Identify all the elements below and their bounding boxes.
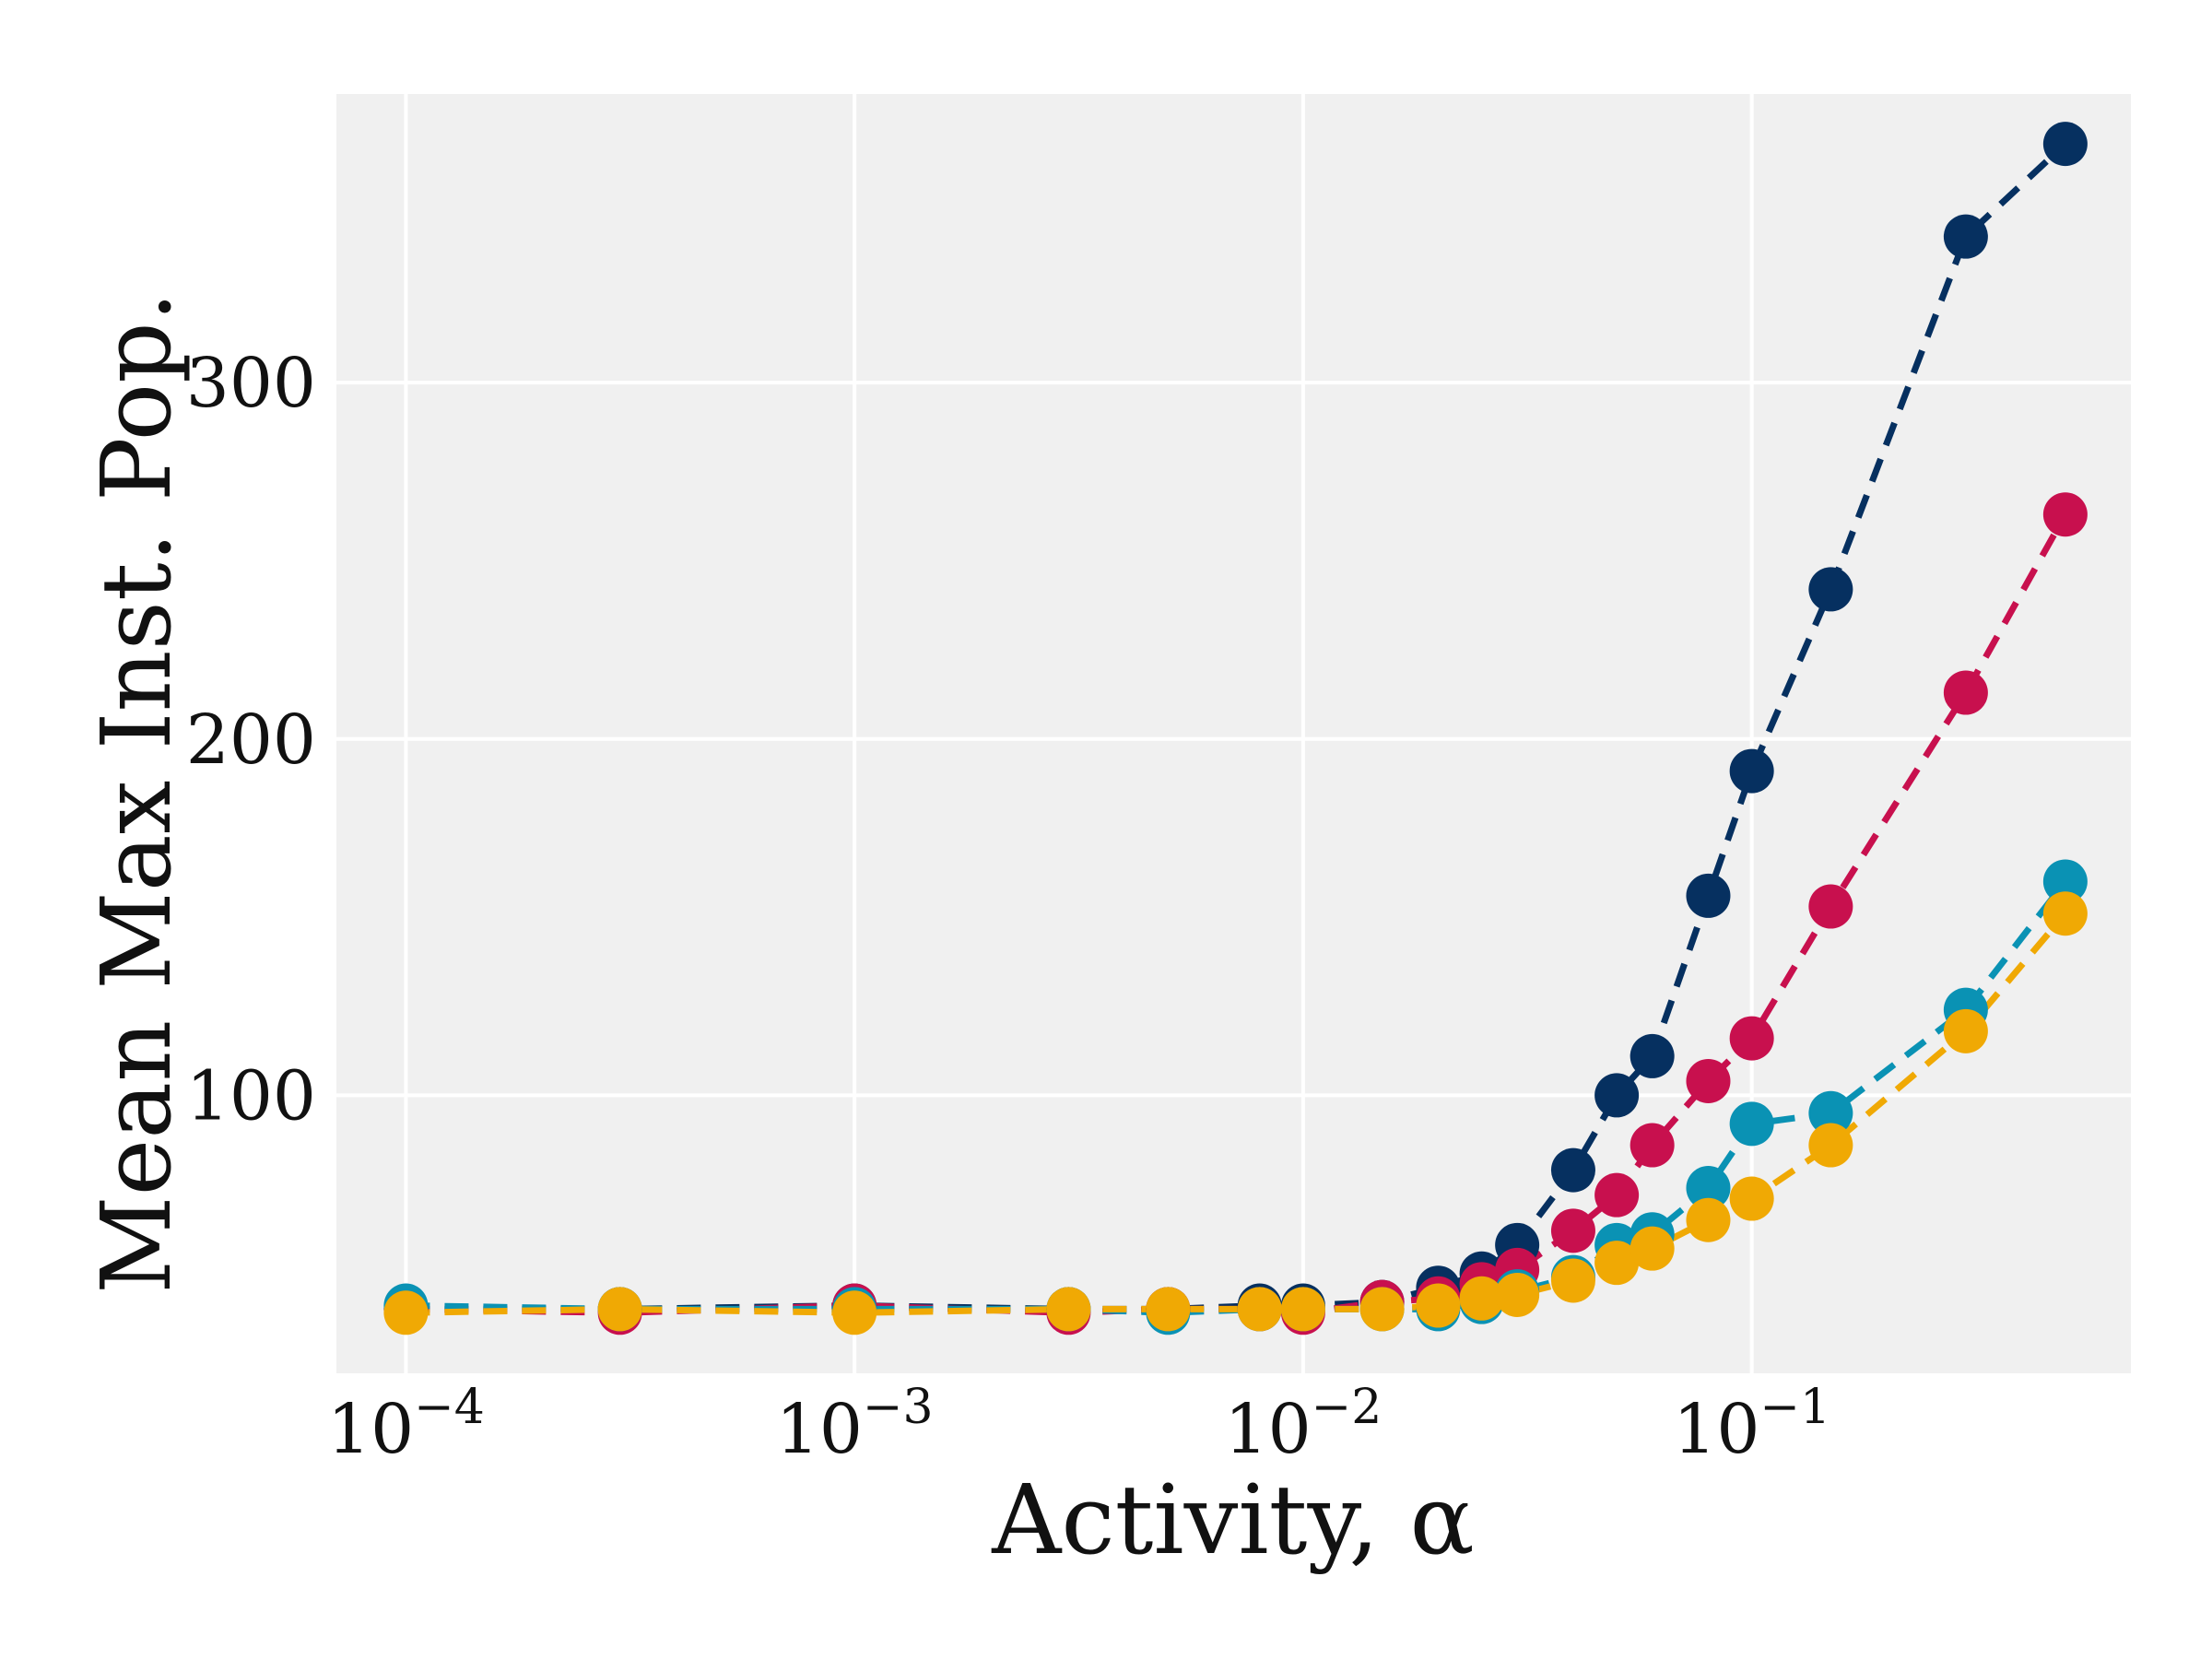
x-tick-label-1: 10−3 (776, 1380, 934, 1469)
grid (336, 94, 2131, 1373)
series-1-point-13 (1630, 1123, 1675, 1168)
series-2-point-18 (2042, 859, 2088, 904)
series-1-point-16 (1808, 884, 1853, 929)
markers (383, 122, 2088, 1335)
series-1-point-17 (1943, 670, 1988, 715)
y-tick-label-1: 200 (186, 700, 316, 780)
x-tick-exponent-2: −2 (1312, 1380, 1382, 1435)
series-0-point-13 (1630, 1033, 1675, 1078)
series-3-point-3 (1046, 1287, 1091, 1332)
x-tick-label-2: 10−2 (1224, 1380, 1382, 1469)
series-0-point-14 (1686, 873, 1731, 918)
series-1-point-18 (2042, 492, 2088, 537)
series-0-point-18 (2042, 122, 2088, 167)
series-3-point-0 (383, 1290, 429, 1335)
series-0-point-17 (1943, 214, 1988, 259)
y-axis-title: Mean Max Inst. Pop. (80, 291, 193, 1294)
series-2-point-15 (1729, 1101, 1774, 1147)
y-tick-label-0: 100 (186, 1056, 316, 1135)
series-3-point-17 (1943, 1008, 1988, 1053)
x-tick-label-3: 10−1 (1673, 1380, 1830, 1469)
x-tick-base-3: 10 (1673, 1390, 1759, 1469)
series-3-point-14 (1686, 1197, 1731, 1242)
series-0-point-16 (1808, 567, 1853, 612)
series-3-point-6 (1280, 1287, 1325, 1332)
series-3-point-8 (1416, 1283, 1461, 1328)
x-axis-title: Activity, α (991, 1464, 1475, 1576)
series-3-point-18 (2042, 891, 2088, 936)
series-0-point-12 (1594, 1073, 1640, 1118)
series-3-point-10 (1495, 1272, 1540, 1317)
x-tick-base-0: 10 (327, 1390, 414, 1469)
series-3-point-15 (1729, 1176, 1774, 1221)
series-3-point-16 (1808, 1123, 1853, 1168)
series-1-point-15 (1729, 1016, 1774, 1061)
x-tick-exponent-3: −1 (1759, 1380, 1830, 1435)
series-3-point-1 (597, 1287, 642, 1332)
x-tick-exponent-0: −4 (414, 1380, 485, 1435)
series-1-point-11 (1550, 1208, 1595, 1253)
x-tick-exponent-1: −3 (863, 1380, 934, 1435)
series-2-point-16 (1808, 1090, 1853, 1135)
x-tick-labels: 10−4 10−3 10−2 10−1 (327, 1380, 1830, 1469)
series-3-point-11 (1550, 1258, 1595, 1303)
x-tick-base-1: 10 (776, 1390, 863, 1469)
x-tick-label-0: 10−4 (327, 1380, 485, 1469)
series-2-point-14 (1686, 1165, 1731, 1210)
series-0-point-15 (1729, 748, 1774, 794)
y-tick-labels: 100 200 300 (186, 344, 316, 1135)
series-3-point-4 (1146, 1287, 1191, 1332)
series-3-point-7 (1359, 1287, 1405, 1332)
series-3-point-9 (1459, 1276, 1504, 1321)
series-3-point-13 (1630, 1226, 1675, 1271)
series-1-point-14 (1686, 1058, 1731, 1103)
y-tick-label-2: 300 (186, 344, 316, 423)
series-3-point-5 (1237, 1287, 1282, 1332)
x-tick-base-2: 10 (1224, 1390, 1311, 1469)
plot-area (336, 94, 2131, 1373)
series-0-point-11 (1550, 1147, 1595, 1193)
series-3-point-12 (1594, 1241, 1640, 1286)
series-1-point-12 (1594, 1172, 1640, 1218)
series-3-point-2 (832, 1290, 877, 1335)
